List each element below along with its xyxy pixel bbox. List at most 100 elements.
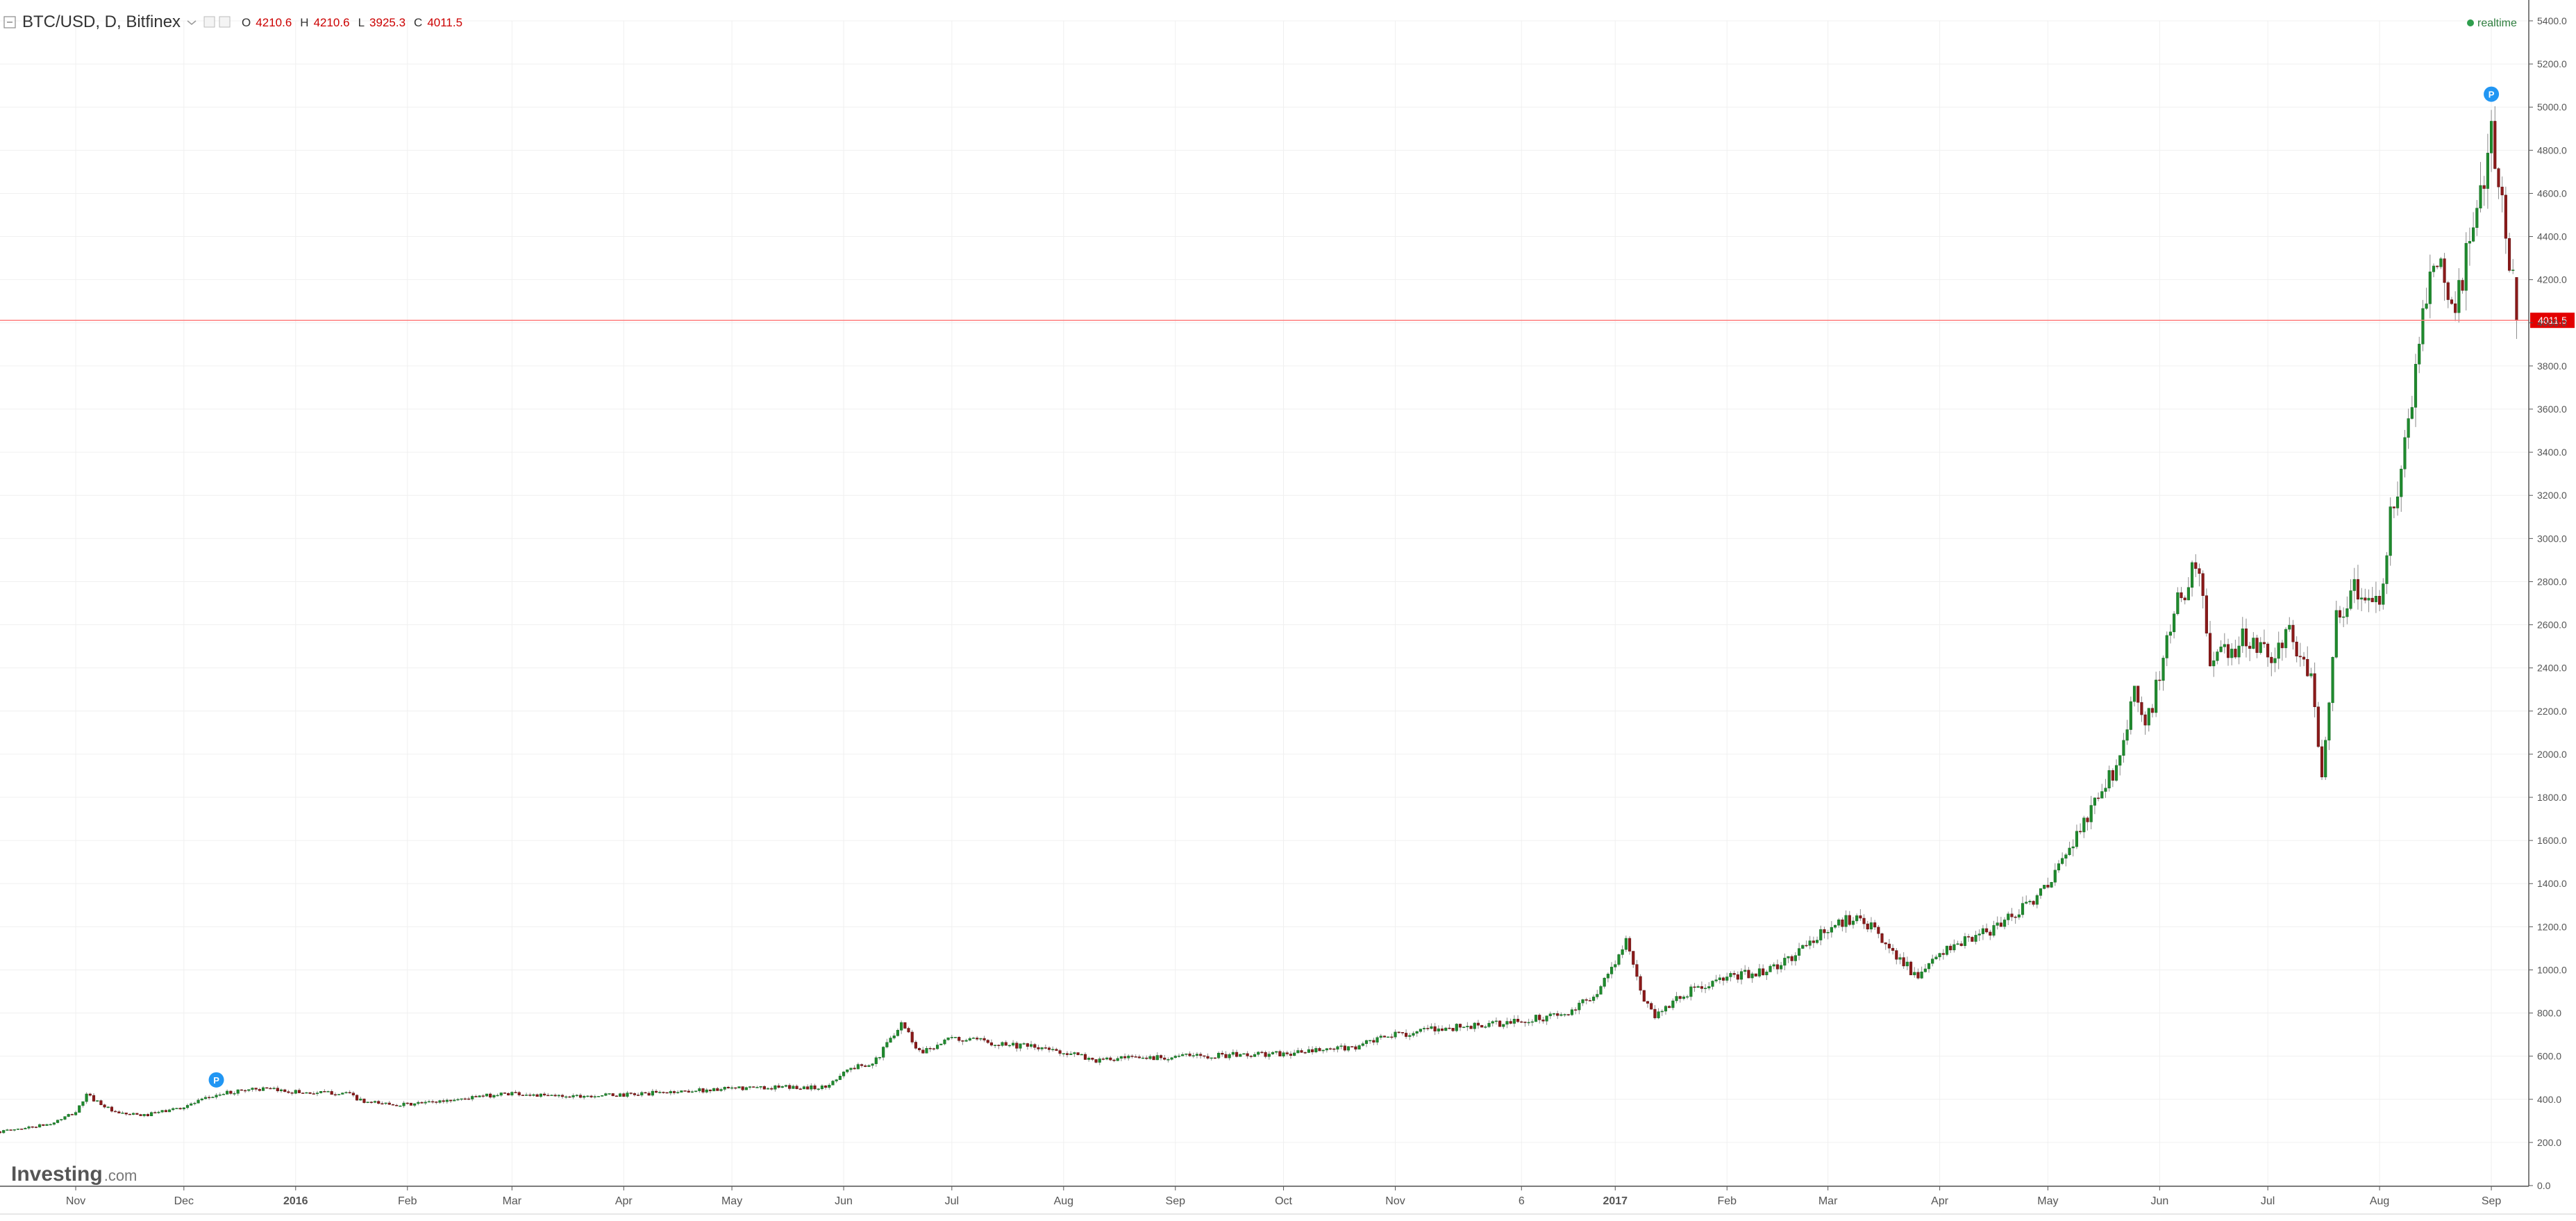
- candle-up[interactable]: [2479, 185, 2482, 208]
- candle-down[interactable]: [1700, 986, 1703, 989]
- candle-up[interactable]: [2331, 657, 2334, 704]
- candle-down[interactable]: [1354, 1046, 1357, 1049]
- candle-up[interactable]: [453, 1099, 456, 1102]
- candle-up[interactable]: [1239, 1054, 1242, 1057]
- candle-down[interactable]: [903, 1022, 907, 1029]
- candle-up[interactable]: [1793, 955, 1797, 961]
- candle-down[interactable]: [2320, 746, 2324, 778]
- candle-up[interactable]: [1231, 1052, 1235, 1055]
- candle-up[interactable]: [1001, 1042, 1004, 1046]
- candle-down[interactable]: [2086, 817, 2089, 822]
- candle-down[interactable]: [2194, 562, 2198, 569]
- candle-down[interactable]: [521, 1095, 524, 1096]
- candle-up[interactable]: [640, 1092, 644, 1096]
- candle-up[interactable]: [1080, 1054, 1083, 1056]
- candle-up[interactable]: [2352, 579, 2356, 591]
- candle-up[interactable]: [1844, 915, 1848, 927]
- candle-down[interactable]: [164, 1110, 167, 1113]
- candle-up[interactable]: [2104, 788, 2107, 792]
- candle-down[interactable]: [982, 1038, 986, 1040]
- candle-up[interactable]: [694, 1090, 698, 1093]
- candle-down[interactable]: [2450, 299, 2454, 304]
- candle-up[interactable]: [1170, 1057, 1173, 1060]
- candle-up[interactable]: [1671, 1000, 1675, 1008]
- candle-down[interactable]: [716, 1088, 719, 1091]
- candle-up[interactable]: [575, 1095, 578, 1097]
- candle-up[interactable]: [1545, 1015, 1548, 1022]
- candle-down[interactable]: [553, 1095, 557, 1097]
- candle-up[interactable]: [226, 1090, 229, 1095]
- candle-up[interactable]: [2374, 596, 2377, 602]
- candle-up[interactable]: [251, 1088, 254, 1090]
- candle-down[interactable]: [88, 1093, 92, 1096]
- candle-up[interactable]: [2345, 608, 2349, 617]
- candle-down[interactable]: [1260, 1052, 1264, 1054]
- candle-up[interactable]: [539, 1093, 542, 1097]
- candle-up[interactable]: [424, 1102, 427, 1104]
- candle-up[interactable]: [319, 1091, 323, 1093]
- candle-up[interactable]: [1527, 1022, 1530, 1024]
- candle-up[interactable]: [456, 1099, 460, 1101]
- candle-down[interactable]: [405, 1102, 409, 1104]
- candle-down[interactable]: [2226, 644, 2230, 658]
- candle-down[interactable]: [1480, 1024, 1484, 1028]
- candle-down[interactable]: [683, 1090, 687, 1092]
- candle-up[interactable]: [2129, 701, 2132, 730]
- candle-up[interactable]: [1772, 964, 1775, 967]
- candle-down[interactable]: [2244, 628, 2248, 647]
- candle-down[interactable]: [1646, 1001, 1650, 1004]
- candle-up[interactable]: [1022, 1043, 1026, 1045]
- candle-up[interactable]: [737, 1086, 741, 1088]
- candle-up[interactable]: [172, 1108, 175, 1111]
- candle-up[interactable]: [1714, 979, 1718, 981]
- candle-down[interactable]: [1949, 945, 1952, 951]
- candle-up[interactable]: [1570, 1009, 1574, 1015]
- candle-down[interactable]: [1873, 922, 1877, 928]
- candle-down[interactable]: [1285, 1052, 1289, 1054]
- candle-down[interactable]: [928, 1048, 932, 1049]
- candle-down[interactable]: [276, 1088, 279, 1092]
- candle-up[interactable]: [583, 1095, 586, 1098]
- candle-down[interactable]: [813, 1085, 817, 1090]
- candle-up[interactable]: [885, 1042, 889, 1047]
- candle-up[interactable]: [817, 1088, 820, 1090]
- candle-up[interactable]: [1765, 972, 1768, 976]
- candle-down[interactable]: [1055, 1049, 1058, 1051]
- candle-down[interactable]: [1065, 1053, 1069, 1055]
- candle-up[interactable]: [38, 1124, 42, 1128]
- candle-up[interactable]: [608, 1093, 611, 1095]
- candle-up[interactable]: [658, 1092, 662, 1093]
- candle-up[interactable]: [1505, 1021, 1509, 1025]
- candle-up[interactable]: [373, 1101, 377, 1103]
- candle-up[interactable]: [2219, 647, 2223, 652]
- candle-up[interactable]: [1743, 970, 1747, 972]
- candle-up[interactable]: [1798, 948, 1801, 956]
- candle-up[interactable]: [1369, 1040, 1372, 1042]
- candle-up[interactable]: [2212, 660, 2216, 667]
- candle-up[interactable]: [2089, 805, 2093, 822]
- candle-down[interactable]: [726, 1086, 730, 1088]
- candle-up[interactable]: [1869, 922, 1873, 930]
- candle-up[interactable]: [67, 1114, 70, 1117]
- candle-up[interactable]: [1963, 936, 1967, 946]
- candle-down[interactable]: [9, 1129, 12, 1131]
- candle-up[interactable]: [6, 1129, 9, 1131]
- candle-up[interactable]: [1321, 1049, 1325, 1052]
- candle-down[interactable]: [546, 1095, 550, 1097]
- candle-down[interactable]: [701, 1088, 705, 1093]
- candle-down[interactable]: [395, 1104, 399, 1106]
- candle-up[interactable]: [1257, 1052, 1260, 1055]
- candle-down[interactable]: [1123, 1056, 1127, 1058]
- candle-down[interactable]: [777, 1085, 780, 1088]
- candle-down[interactable]: [1199, 1054, 1203, 1056]
- candle-down[interactable]: [110, 1106, 114, 1112]
- candle-up[interactable]: [828, 1085, 831, 1088]
- candle-up[interactable]: [755, 1087, 759, 1088]
- candle-down[interactable]: [2046, 885, 2050, 888]
- candle-up[interactable]: [1087, 1058, 1091, 1060]
- candle-up[interactable]: [233, 1093, 236, 1095]
- candle-down[interactable]: [1805, 945, 1808, 947]
- candle-up[interactable]: [1364, 1040, 1369, 1044]
- candle-down[interactable]: [2378, 596, 2382, 605]
- candle-up[interactable]: [1711, 981, 1714, 987]
